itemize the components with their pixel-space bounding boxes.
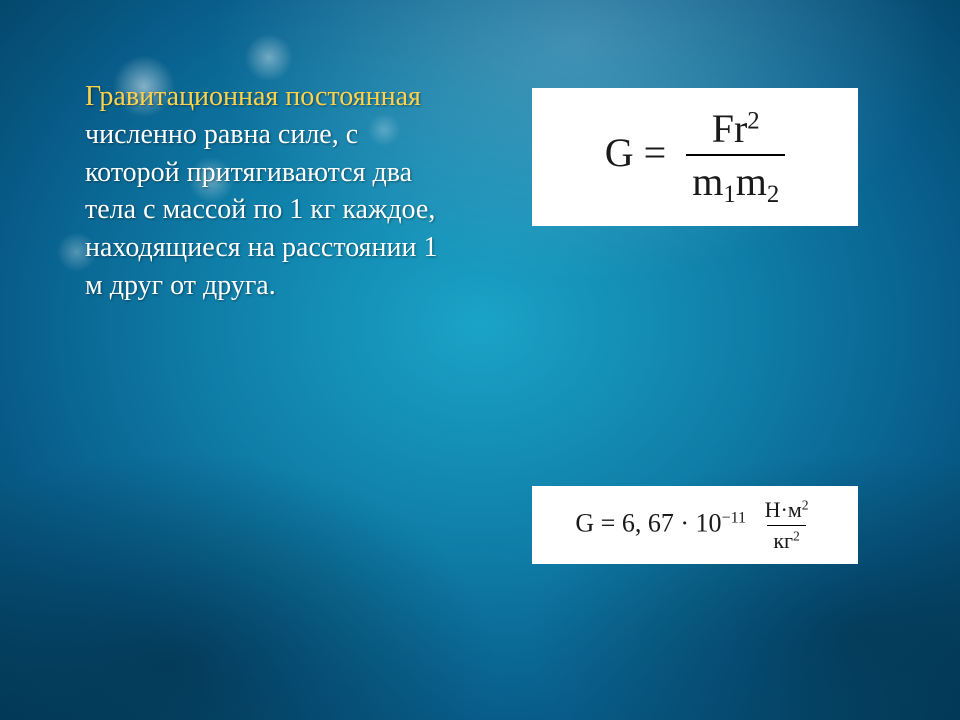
eq1-num-sup: 2: [747, 107, 759, 134]
eq1-fraction: Fr2 m1m2: [686, 105, 785, 209]
eq1-num-base: Fr: [712, 106, 748, 151]
definition-body: численно равна силе, с которой притягива…: [85, 119, 438, 301]
equation-1: G = Fr2 m1m2: [605, 105, 786, 209]
eq1-den-m2: m: [736, 159, 767, 204]
eq1-lhs: G: [605, 130, 634, 175]
eq1-equals: =: [634, 130, 677, 175]
eq2-unit-num-base: Н·м: [765, 497, 802, 522]
eq2-unit-num: Н·м2: [759, 497, 815, 525]
eq2-exp: −11: [722, 509, 747, 526]
eq2-unit-den: кг2: [767, 525, 806, 554]
equation-2: G = 6, 67 · 10−11 Н·м2 кг2: [575, 497, 814, 554]
eq2-unit-num-sup: 2: [802, 497, 809, 512]
eq2-unit-fraction: Н·м2 кг2: [759, 497, 815, 554]
eq2-lhs: G = 6, 67 · 10: [575, 508, 721, 537]
eq1-den-sub1: 1: [723, 181, 735, 208]
term-highlight: Гравитационная постоянная: [85, 81, 421, 112]
definition-text: Гравитационная постоянная численно равна…: [85, 78, 445, 305]
eq1-denominator: m1m2: [686, 154, 785, 209]
eq1-den-sub2: 2: [767, 181, 779, 208]
eq2-unit-den-sup: 2: [793, 528, 800, 543]
eq1-numerator: Fr2: [706, 105, 766, 154]
eq1-den-m1: m: [692, 159, 723, 204]
formula-box-2: G = 6, 67 · 10−11 Н·м2 кг2: [532, 486, 858, 564]
eq2-unit-den-base: кг: [773, 528, 793, 553]
formula-box-1: G = Fr2 m1m2: [532, 88, 858, 226]
